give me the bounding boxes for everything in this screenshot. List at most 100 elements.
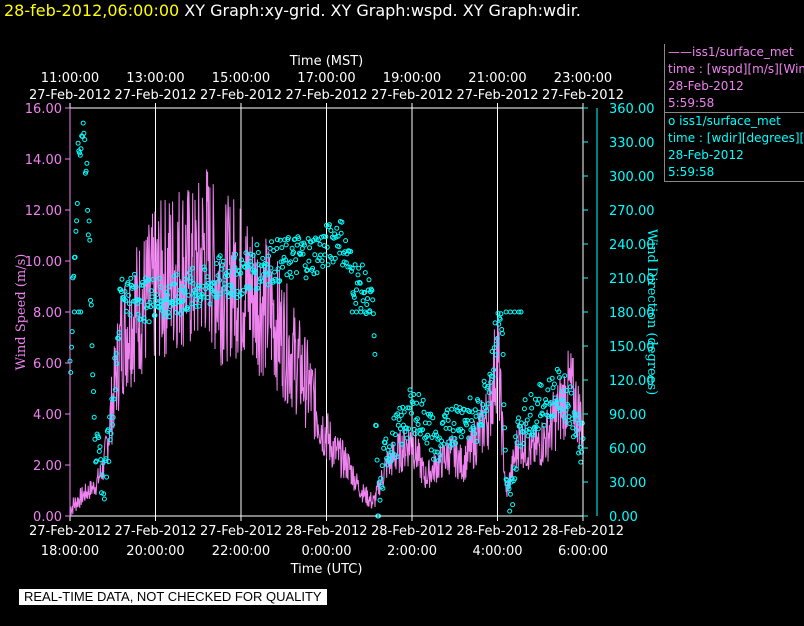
legend-wspd-line-icon: —— (668, 45, 692, 59)
y-right-tick-label: 270.00 (609, 204, 655, 219)
wdir-marker (149, 294, 155, 300)
wdir-marker (280, 264, 285, 270)
wdir-marker (220, 258, 226, 264)
wdir-marker (387, 444, 392, 450)
wdir-marker (72, 254, 78, 260)
wdir-marker (357, 280, 363, 286)
wdir-marker (540, 411, 546, 417)
wdir-marker (222, 274, 228, 280)
wdir-marker (554, 399, 560, 405)
wdir-marker (348, 268, 354, 274)
wdir-marker (362, 289, 368, 295)
wdir-marker (128, 275, 134, 281)
wdir-marker (420, 397, 426, 403)
wdir-marker (263, 261, 269, 267)
wdir-marker (296, 236, 302, 242)
wdir-marker (112, 387, 118, 393)
wdir-marker (431, 456, 436, 462)
wdir-marker (192, 292, 198, 298)
wdir-marker (370, 297, 376, 303)
axes (65, 103, 598, 521)
wdir-marker (266, 271, 272, 277)
wdir-marker (325, 262, 331, 268)
wdir-marker (507, 491, 513, 497)
wdir-marker (181, 298, 187, 303)
wdir-marker (359, 289, 365, 295)
wdir-marker (232, 264, 238, 270)
wdir-marker (82, 137, 88, 143)
y-right-tick-label: 330.00 (609, 136, 655, 151)
wdir-series (67, 120, 586, 519)
wdir-marker (440, 419, 446, 425)
wdir-marker (562, 373, 568, 379)
wdir-marker (230, 292, 236, 298)
wdir-marker (338, 230, 344, 236)
wdir-marker (476, 409, 482, 415)
wdir-marker (285, 235, 291, 241)
wdir-marker (227, 282, 233, 288)
wdir-marker (472, 407, 478, 413)
legend-wspd-line2: time : [wspd][m/s][Wind (668, 62, 804, 76)
wdir-marker (560, 398, 566, 403)
wdir-marker (343, 238, 349, 244)
wdir-marker (343, 260, 349, 266)
wdir-marker (576, 420, 582, 426)
wdir-marker (419, 401, 425, 407)
wdir-marker (345, 264, 351, 270)
wdir-marker (279, 245, 285, 251)
wdir-marker (214, 261, 220, 266)
wdir-marker (420, 427, 425, 433)
wdir-marker (466, 435, 472, 441)
wdir-marker (349, 265, 355, 271)
wdir-marker (154, 292, 159, 298)
wdir-marker (96, 448, 102, 454)
wdir-marker (499, 327, 505, 332)
wdir-marker (548, 400, 554, 406)
axis-labels: 27-Feb-201218:00:0011:00:0027-Feb-201227… (14, 54, 659, 577)
wdir-marker (395, 422, 401, 428)
wdir-marker (90, 372, 96, 378)
wdir-marker (283, 242, 289, 248)
wdir-marker (432, 449, 438, 455)
wdir-marker (186, 292, 192, 298)
wdir-marker (294, 242, 300, 248)
wdir-marker (78, 309, 84, 315)
wdir-marker (536, 396, 542, 402)
wdir-marker (312, 252, 318, 258)
y-left-tick-label: 4.00 (33, 408, 62, 423)
wdir-marker (112, 355, 118, 361)
legend-wdir-line3: 28-Feb-2012 (668, 148, 744, 162)
x-tick-label-bottom-time: 22:00:00 (212, 544, 270, 559)
wdir-marker (512, 476, 518, 482)
wdir-marker (303, 275, 309, 281)
wdir-marker (571, 409, 577, 415)
x-tick-label-bottom-time: 18:00:00 (41, 544, 99, 559)
x-tick-label-top-time: 11:00:00 (41, 71, 99, 86)
wdir-marker (573, 427, 579, 433)
wdir-marker (103, 456, 109, 462)
x-tick-label-top-date: 27-Feb-2012 (456, 88, 538, 103)
wdir-marker (512, 309, 518, 315)
wdir-marker (394, 454, 400, 460)
wdir-marker (373, 423, 379, 429)
wdir-marker (453, 440, 458, 446)
wdir-marker (159, 299, 165, 305)
wdir-marker (558, 405, 564, 411)
wdir-marker (451, 421, 457, 426)
wdir-marker (164, 297, 170, 303)
wdir-marker (390, 441, 396, 447)
wdir-marker (260, 255, 266, 261)
wdir-marker (319, 258, 325, 264)
wdir-marker (243, 250, 249, 256)
wdir-marker (69, 329, 75, 335)
wdir-marker (549, 375, 555, 381)
wdir-marker (215, 273, 221, 279)
quality-disclaimer: REAL-TIME DATA, NOT CHECKED FOR QUALITY (19, 589, 327, 605)
legend-wspd-name: iss1/surface_met (692, 45, 794, 59)
wdir-marker (383, 436, 389, 442)
wdir-marker (483, 408, 489, 414)
wdir-marker (302, 242, 307, 248)
wdir-marker (381, 445, 387, 451)
wdir-marker (379, 463, 385, 469)
wdir-marker (518, 309, 524, 315)
